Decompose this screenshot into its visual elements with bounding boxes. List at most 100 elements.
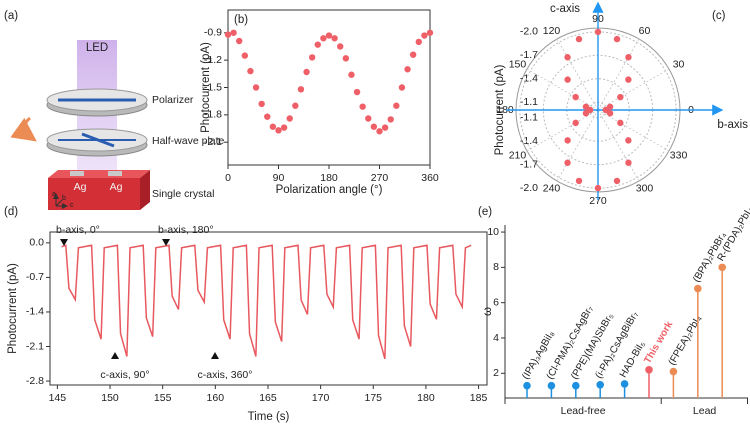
data-point (292, 102, 299, 109)
data-point (286, 115, 293, 122)
theta-tick-label: 330 (670, 149, 688, 161)
led-label: LED (86, 42, 108, 54)
data-point (381, 124, 389, 131)
r-tick-label: -1.1 (520, 96, 538, 108)
axis-label: c (70, 202, 74, 209)
data-point (224, 31, 232, 38)
x-tick-label: 270 (371, 172, 389, 184)
x-tick-label: 170 (312, 392, 330, 404)
data-point (376, 128, 383, 135)
x-tick-label: 145 (49, 392, 67, 404)
axis-name: c-axis (550, 3, 580, 15)
y-tick-label: -2.8 (26, 375, 44, 387)
axis-label: b (62, 195, 66, 202)
panel-label: (a) (4, 10, 18, 22)
dot (572, 381, 580, 390)
x-tick-label: 155 (154, 392, 172, 404)
panel-label: (c) (712, 10, 726, 22)
annotation-marker (211, 352, 219, 359)
dot (547, 381, 556, 390)
data-point (247, 67, 254, 75)
theta-tick-label: 60 (639, 25, 651, 37)
category-label: (FPEA)₂PbI₄ (667, 314, 704, 368)
dot (718, 263, 726, 272)
y-tick-label: 4 (493, 332, 499, 344)
data-point (308, 54, 316, 61)
data-point (252, 84, 260, 91)
x-tick-label: 175 (365, 392, 383, 404)
data-point (613, 177, 621, 185)
r-tick-label: -1.4 (520, 73, 538, 85)
data-point (617, 93, 624, 101)
electrode-label: Ag (74, 181, 87, 193)
angular-grid (597, 109, 670, 152)
annotation-marker (111, 352, 119, 359)
r-tick-label: -1.7 (520, 49, 538, 61)
group-label: Lead (693, 405, 717, 417)
angular-grid (597, 109, 640, 182)
data-point (582, 110, 590, 117)
data-point (269, 123, 277, 130)
data-point (331, 35, 338, 42)
theta-tick-label: 30 (673, 58, 685, 70)
data-point (275, 127, 282, 134)
data-point (236, 37, 243, 45)
r-tick-label: -2.0 (520, 182, 538, 194)
axis-name: b-axis (717, 119, 748, 131)
data-line (61, 244, 472, 360)
crystal-side (140, 170, 150, 210)
angular-grid (526, 68, 599, 111)
plot-frame (49, 231, 488, 386)
y-tick-label: -2.1 (26, 340, 44, 352)
data-point (625, 159, 632, 166)
data-point (617, 119, 624, 127)
r-tick-label: -2.0 (520, 26, 538, 38)
group-label: Lead-free (561, 405, 606, 417)
x-tick-label: 180 (417, 392, 435, 404)
x-tick-label: 185 (470, 392, 488, 404)
data-point (426, 29, 434, 36)
panel-label: (b) (234, 14, 248, 26)
data-point (606, 103, 614, 110)
data-point (264, 113, 271, 120)
annotation: b-axis, 180° (158, 224, 214, 236)
y-axis-label: Photocurrent (pA) (200, 42, 212, 133)
r-tick-label: -1.4 (520, 135, 538, 147)
y-tick-label: -1.2 (204, 54, 222, 66)
y-tick-label: -0.7 (26, 271, 44, 283)
axis-arrow (55, 199, 63, 207)
data-point (421, 32, 428, 39)
data-point (404, 66, 411, 73)
y-tick-label: 10 (487, 226, 499, 238)
y-axis-label: Photocurrent (pA) (7, 263, 19, 354)
theta-tick-label: 210 (509, 149, 527, 161)
schematic: (a) LED Polarizer Half-wave plate Ag Ag … (4, 10, 225, 210)
data-point (613, 35, 621, 43)
dot (596, 380, 604, 389)
electrode-label: Ag (110, 181, 123, 193)
x-axis-label: Polarization angle (°) (276, 184, 383, 196)
y-tick-label: -1.8 (204, 109, 222, 121)
data-point (241, 52, 249, 59)
angular-grid (556, 38, 599, 111)
dot (523, 381, 531, 390)
y-tick-label: 0.0 (29, 237, 44, 249)
y-tick-label: 2 (493, 367, 499, 379)
data-point (594, 28, 602, 36)
theta-tick-label: 270 (589, 195, 607, 207)
data-point (370, 123, 378, 130)
theta-tick-label: 150 (509, 58, 527, 70)
data-point (297, 86, 305, 93)
data-point (325, 32, 333, 39)
data-point (393, 102, 400, 109)
electrode (70, 171, 84, 176)
data-point (320, 35, 327, 42)
dot (669, 367, 678, 376)
data-point (387, 116, 394, 123)
data-point (415, 38, 422, 46)
data-point (337, 43, 344, 50)
sample-label: Single crystal (152, 188, 214, 200)
x-tick-label: 150 (101, 392, 119, 404)
data-point (303, 68, 310, 76)
data-point (625, 137, 632, 144)
